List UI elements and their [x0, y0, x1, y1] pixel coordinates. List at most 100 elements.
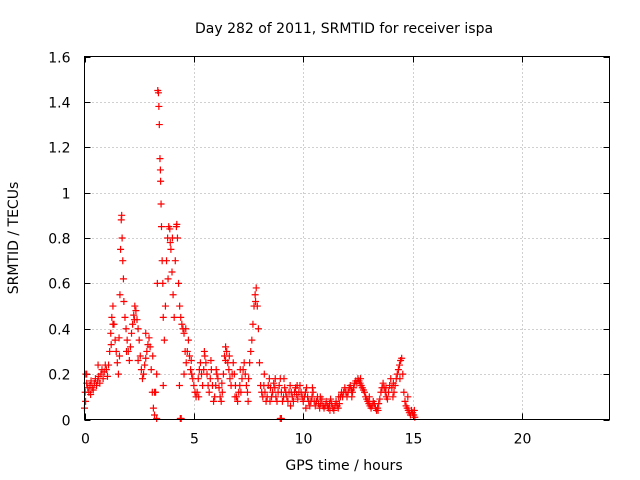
data-point	[254, 325, 262, 333]
data-point	[153, 415, 161, 422]
grid	[84, 56, 610, 420]
data-point	[379, 379, 387, 387]
data-point	[234, 397, 242, 405]
data-point	[135, 336, 143, 344]
data-point	[119, 275, 127, 283]
data-point	[183, 347, 191, 355]
data-point	[149, 352, 157, 360]
y-tick-label: 0	[62, 414, 71, 430]
data-point	[253, 302, 261, 310]
data-point	[142, 354, 150, 362]
data-point	[140, 370, 148, 378]
data-point	[396, 375, 404, 383]
data-point	[242, 381, 250, 389]
data-point	[161, 302, 169, 310]
data-point	[348, 388, 356, 396]
data-point	[252, 284, 260, 292]
data-point	[218, 388, 226, 396]
data-point	[96, 379, 104, 387]
data-point	[130, 316, 138, 324]
data-point	[151, 388, 158, 396]
data-point	[102, 366, 110, 374]
y-axis-label: SRMTID / TECUs	[6, 182, 22, 295]
x-tick-labels: 0 5 10 15 20	[81, 432, 531, 448]
data-point	[302, 404, 310, 412]
data-point	[94, 361, 102, 369]
data-point	[335, 393, 343, 401]
data-point	[218, 379, 226, 387]
data-point	[252, 298, 260, 306]
data-point	[271, 384, 279, 392]
data-point	[398, 354, 406, 362]
data-point	[186, 352, 193, 360]
data-point	[222, 357, 230, 365]
data-point	[115, 334, 123, 342]
data-point	[245, 375, 253, 383]
data-point	[105, 361, 113, 369]
data-point	[294, 395, 302, 403]
data-point	[365, 393, 373, 401]
data-point	[410, 406, 418, 414]
data-point	[230, 370, 238, 378]
data-point	[216, 393, 224, 401]
x-tick-label: 5	[190, 432, 199, 448]
data-point	[134, 357, 142, 365]
plot-frame	[84, 56, 610, 420]
data-point	[236, 366, 244, 374]
data-point	[187, 366, 195, 374]
data-point	[280, 375, 288, 383]
data-point	[134, 325, 142, 333]
data-point	[289, 397, 297, 405]
data-points	[81, 87, 419, 422]
y-tick-label: 1	[62, 187, 71, 203]
data-point	[229, 359, 237, 367]
data-point	[399, 370, 407, 378]
data-point	[158, 223, 165, 231]
data-point	[400, 388, 408, 396]
data-point	[176, 302, 184, 310]
data-point	[159, 279, 167, 287]
data-point	[238, 375, 246, 383]
data-point	[225, 352, 233, 360]
data-point	[177, 415, 185, 422]
data-point	[112, 347, 120, 355]
data-point	[203, 370, 211, 378]
data-point	[272, 393, 280, 401]
data-point	[226, 375, 234, 383]
data-point	[123, 347, 130, 355]
data-point	[286, 381, 294, 389]
data-point	[168, 234, 176, 242]
data-point	[212, 366, 220, 374]
data-point	[326, 406, 334, 414]
data-point	[223, 347, 231, 355]
data-point	[114, 370, 122, 378]
data-point	[182, 325, 190, 333]
data-point	[357, 375, 365, 383]
data-point	[145, 334, 153, 342]
data-point	[374, 406, 382, 414]
data-point	[237, 388, 245, 396]
y-tick-labels: 0 0.2 0.4 0.6 0.8 1 1.2 1.4 1.6	[48, 51, 70, 430]
data-point	[117, 245, 125, 253]
data-point	[246, 359, 254, 367]
data-point	[194, 375, 202, 383]
data-point	[231, 393, 239, 401]
data-point	[157, 200, 165, 208]
data-point	[141, 361, 149, 369]
data-point	[170, 313, 178, 321]
data-point	[375, 400, 383, 408]
data-point	[248, 336, 256, 344]
data-point	[334, 404, 342, 412]
y-tick-label: 0.6	[48, 277, 70, 293]
data-point	[168, 268, 176, 276]
data-point	[107, 329, 115, 337]
data-point	[308, 384, 316, 392]
data-point	[190, 381, 198, 389]
data-point	[116, 352, 123, 360]
data-point	[132, 307, 140, 315]
y-tick-label: 1.6	[48, 51, 70, 67]
data-point	[121, 313, 129, 321]
data-point	[164, 275, 172, 283]
data-point	[195, 393, 203, 401]
data-point	[361, 388, 368, 396]
